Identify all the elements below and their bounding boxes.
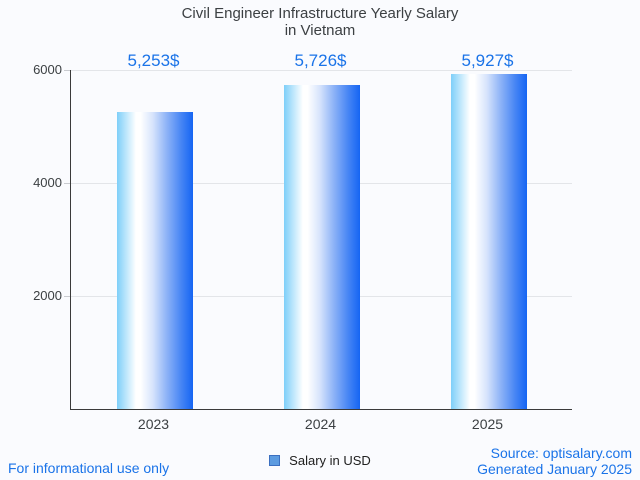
disclaimer-text: For informational use only	[8, 460, 170, 476]
value-label-2023: 5,253$	[127, 51, 180, 70]
y-axis-label-4000: 4000	[33, 175, 62, 190]
chart-title: Civil Engineer Infrastructure Yearly Sal…	[0, 5, 640, 39]
bar-2025	[450, 74, 527, 409]
y-axis-tick-4000	[64, 183, 70, 184]
legend-label: Salary in USD	[289, 453, 371, 468]
bar-2023	[116, 112, 193, 409]
generated-date: Generated January 2025	[477, 461, 632, 477]
source-block: Source: optisalary.com Generated January…	[477, 445, 632, 477]
bar-2024	[283, 85, 360, 409]
legend: Salary in USD	[0, 453, 640, 468]
y-axis-label-6000: 6000	[33, 62, 62, 77]
chart-title-line1: Civil Engineer Infrastructure Yearly Sal…	[181, 5, 459, 22]
chart-title-line2: in Vietnam	[284, 22, 356, 39]
x-axis-label-2023: 2023	[137, 416, 170, 432]
value-label-2025: 5,927$	[461, 51, 514, 70]
source-link[interactable]: Source: optisalary.com	[490, 445, 632, 461]
x-axis-label-2024: 2024	[304, 416, 337, 432]
y-axis-tick-6000	[64, 70, 70, 71]
plot-area	[70, 70, 572, 410]
gridline-6000	[71, 70, 572, 71]
value-label-2024: 5,726$	[294, 51, 347, 70]
legend-swatch-icon	[269, 455, 281, 466]
x-axis-label-2025: 2025	[471, 416, 504, 432]
y-axis-tick-2000	[64, 296, 70, 297]
y-axis-label-2000: 2000	[33, 288, 62, 303]
